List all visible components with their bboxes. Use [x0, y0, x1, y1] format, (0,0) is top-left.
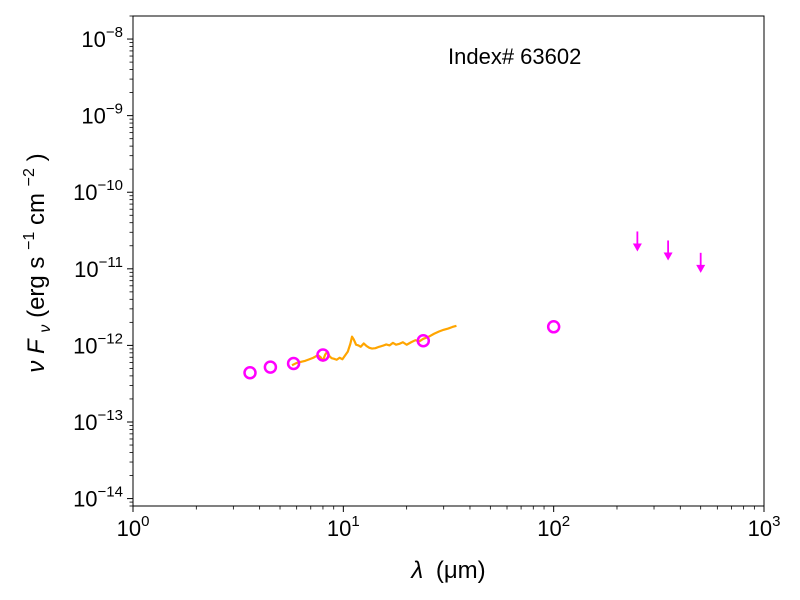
photometry-point: [263, 360, 278, 374]
plot-area: [243, 231, 706, 380]
axes-frame: [132, 15, 765, 507]
x-tick-label: 100: [117, 513, 150, 541]
upper-limit-arrow: [696, 252, 706, 273]
y-tick-label: 10−8: [81, 24, 123, 52]
x-tick-label: 102: [537, 513, 570, 541]
x-axis-label-symbol: λ: [409, 557, 423, 584]
x-axis-label: λ (μm): [409, 557, 485, 584]
x-tick-label: 101: [327, 513, 360, 541]
y-axis-label-nu: ν: [23, 361, 50, 373]
y-tick-label: 10−12: [73, 330, 123, 358]
y-axis-label-unit-mid: cm: [23, 193, 50, 225]
photometry-point: [546, 320, 561, 334]
y-tick-label: 10−10: [73, 177, 123, 205]
chart-annotation: Index# 63602: [448, 44, 581, 69]
photometry-point: [416, 334, 431, 348]
upper-limit-arrow: [663, 240, 673, 261]
photometry-point: [316, 348, 330, 362]
y-axis-label-unit-close: ): [23, 153, 50, 161]
photometry-point: [286, 356, 301, 371]
y-tick-label: 10−14: [73, 484, 123, 512]
y-tick-label: 10−13: [73, 407, 123, 435]
x-axis-label-unit: (μm): [436, 557, 486, 584]
x-tick-label: 103: [748, 513, 781, 541]
y-axis-label-exp2: −2: [21, 168, 38, 186]
y-tick-label: 10−9: [81, 101, 123, 129]
y-axis-label-exp1: −1: [21, 232, 38, 250]
y-axis-label: ν F ν (erg s −1 cm −2 ): [13, 153, 56, 372]
photometry-point: [243, 365, 257, 380]
y-axis-label-subscript: ν: [37, 325, 54, 333]
axis-ticks: 100 101 102 103 10−14 10−13 10−12 10−11 10−10 10−…: [73, 15, 781, 541]
y-tick-label: 10−11: [74, 254, 123, 282]
y-axis-label-unit-open: (erg s: [23, 257, 50, 318]
y-axis-label-f: F: [23, 338, 50, 354]
upper-limit-arrow: [632, 231, 642, 252]
